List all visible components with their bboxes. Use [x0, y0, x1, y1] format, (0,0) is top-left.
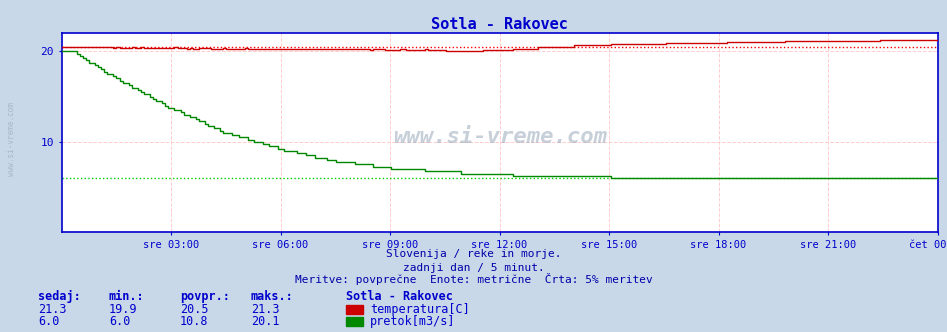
Text: 6.0: 6.0 [109, 315, 131, 328]
Title: Sotla - Rakovec: Sotla - Rakovec [431, 17, 568, 32]
Text: 20.5: 20.5 [180, 303, 208, 316]
Text: Slovenija / reke in morje.: Slovenija / reke in morje. [385, 249, 562, 259]
Text: zadnji dan / 5 minut.: zadnji dan / 5 minut. [402, 263, 545, 273]
Text: www.si-vreme.com: www.si-vreme.com [7, 103, 16, 176]
Text: Meritve: povprečne  Enote: metrične  Črta: 5% meritev: Meritve: povprečne Enote: metrične Črta:… [295, 273, 652, 285]
Text: 10.8: 10.8 [180, 315, 208, 328]
Text: 20.1: 20.1 [251, 315, 279, 328]
Text: www.si-vreme.com: www.si-vreme.com [393, 127, 606, 147]
Text: 19.9: 19.9 [109, 303, 137, 316]
Text: 21.3: 21.3 [38, 303, 66, 316]
Text: povpr.:: povpr.: [180, 290, 230, 303]
Text: min.:: min.: [109, 290, 145, 303]
Text: 21.3: 21.3 [251, 303, 279, 316]
Text: pretok[m3/s]: pretok[m3/s] [370, 315, 456, 328]
Text: temperatura[C]: temperatura[C] [370, 303, 470, 316]
Text: 6.0: 6.0 [38, 315, 60, 328]
Text: maks.:: maks.: [251, 290, 294, 303]
Text: sedaj:: sedaj: [38, 290, 80, 303]
Text: Sotla - Rakovec: Sotla - Rakovec [346, 290, 453, 303]
